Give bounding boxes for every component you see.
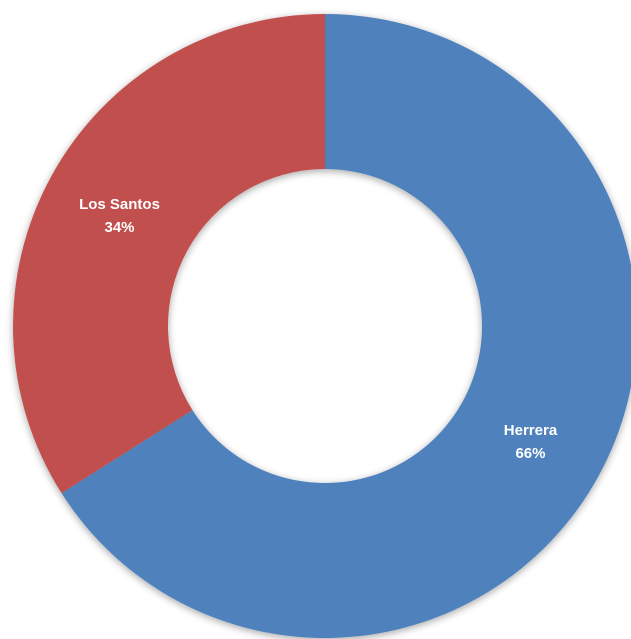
slice-value-label: 66% <box>515 445 545 462</box>
slice-label-los-santos: Los Santos 34% <box>79 196 160 236</box>
slice-category-label: Los Santos <box>79 196 160 213</box>
slice-value-label: 34% <box>104 219 134 236</box>
slice-label-herrera: Herrera 66% <box>504 422 558 462</box>
slices-group <box>13 14 631 638</box>
slice-herrera <box>61 14 631 638</box>
labels-group: Herrera 66% Los Santos 34% <box>79 196 558 462</box>
slice-los-santos <box>13 14 326 494</box>
slice-category-label: Herrera <box>504 422 558 439</box>
